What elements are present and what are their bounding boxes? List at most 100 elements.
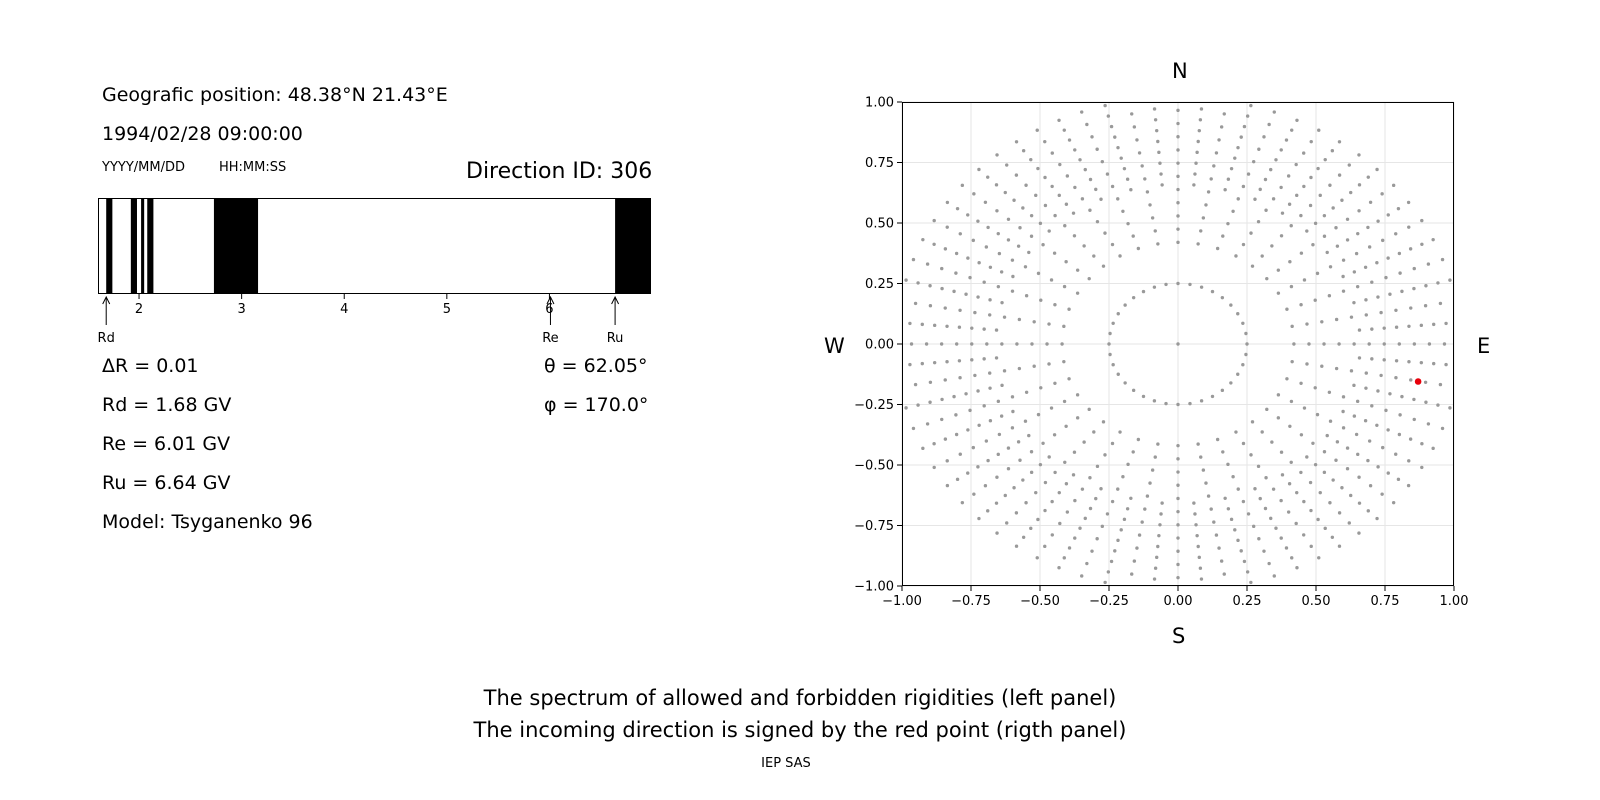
- direction-point: [1375, 423, 1379, 428]
- direction-point: [1036, 271, 1041, 276]
- direction-point: [1309, 139, 1313, 144]
- direction-point: [1201, 468, 1206, 472]
- direction-point: [925, 422, 930, 426]
- direction-point: [1011, 409, 1015, 414]
- direction-point: [1024, 183, 1028, 187]
- direction-point: [1099, 487, 1103, 491]
- direction-point: [1057, 193, 1061, 198]
- direction-point: [1307, 342, 1311, 346]
- direction-point: [1157, 150, 1161, 155]
- direction-point: [1272, 110, 1276, 114]
- direction-point: [1263, 506, 1268, 511]
- direction-points: [904, 103, 1452, 585]
- direction-point: [1011, 274, 1015, 279]
- direction-point: [1349, 315, 1354, 319]
- direction-point: [1095, 147, 1099, 151]
- direction-point: [1087, 407, 1091, 412]
- direction-point: [1212, 164, 1216, 168]
- x-tick-label: −0.75: [951, 594, 991, 609]
- direction-point: [1290, 128, 1294, 132]
- direction-point: [1041, 243, 1045, 247]
- caption-line-1: The spectrum of allowed and forbidden ri…: [483, 686, 1117, 710]
- direction-point: [1057, 490, 1061, 495]
- x-tick-label: 0.25: [1233, 594, 1262, 609]
- direction-point: [1071, 211, 1076, 215]
- direction-point: [1209, 507, 1213, 511]
- direction-point: [986, 225, 990, 230]
- direction-point: [1431, 237, 1435, 242]
- direction-point: [1217, 546, 1221, 550]
- direction-point: [1006, 238, 1011, 242]
- direction-point: [995, 531, 999, 535]
- direction-point: [1226, 177, 1231, 181]
- direction-point: [1245, 342, 1249, 346]
- direction-point: [1419, 323, 1424, 328]
- direction-point: [1322, 234, 1327, 238]
- direction-point: [1052, 433, 1057, 437]
- direction-point: [960, 183, 965, 188]
- direction-point: [1241, 441, 1246, 446]
- direction-point: [1341, 289, 1346, 293]
- direction-point: [1103, 231, 1107, 235]
- direction-point: [1164, 401, 1168, 406]
- direction-point: [940, 417, 944, 422]
- direction-point: [1397, 251, 1402, 256]
- direction-point: [1188, 282, 1192, 287]
- direction-point: [1299, 251, 1304, 255]
- direction-point: [1113, 135, 1117, 139]
- direction-point: [971, 238, 976, 243]
- direction-point: [1145, 494, 1150, 498]
- direction-point: [1226, 221, 1230, 226]
- direction-point: [1250, 420, 1255, 424]
- direction-point: [1196, 442, 1200, 446]
- direction-point: [1176, 549, 1180, 553]
- direction-point: [1158, 161, 1162, 165]
- direction-point: [1095, 464, 1100, 469]
- direction-point: [1047, 229, 1051, 233]
- direction-point: [928, 284, 932, 288]
- direction-point: [1039, 298, 1043, 302]
- direction-point: [1323, 526, 1327, 531]
- marker-arrowhead: [546, 295, 555, 305]
- direction-point: [1100, 524, 1105, 529]
- direction-point: [1357, 209, 1361, 213]
- direction-point: [1305, 322, 1309, 326]
- direction-point: [1150, 468, 1155, 472]
- direction-point: [921, 446, 925, 451]
- direction-point: [973, 373, 977, 378]
- direction-point: [1263, 177, 1268, 182]
- direction-point: [1157, 533, 1161, 538]
- direction-point: [921, 237, 925, 242]
- direction-point: [1131, 450, 1135, 454]
- direction-point: [1113, 549, 1117, 553]
- direction-point: [1078, 526, 1082, 530]
- direction-point: [1152, 577, 1157, 581]
- direction-point: [1063, 223, 1067, 228]
- direction-point: [1345, 467, 1350, 471]
- direction-point: [1229, 166, 1234, 171]
- direction-point: [986, 509, 990, 513]
- direction-point: [966, 256, 970, 260]
- direction-point: [1085, 561, 1089, 566]
- direction-point: [1267, 122, 1271, 127]
- direction-point: [1391, 500, 1396, 505]
- direction-point: [1000, 342, 1004, 346]
- direction-point: [1367, 342, 1371, 346]
- direction-point: [1047, 362, 1051, 366]
- direction-point: [1288, 259, 1292, 264]
- direction-point: [1318, 193, 1322, 198]
- direction-point: [1176, 443, 1180, 448]
- direction-point: [1244, 352, 1248, 357]
- marker-arrowhead: [611, 295, 620, 305]
- direction-point: [1256, 219, 1261, 224]
- direction-point: [1345, 217, 1350, 221]
- direction-point: [1386, 256, 1390, 260]
- direction-point: [1119, 156, 1123, 160]
- direction-point: [1436, 403, 1440, 407]
- direction-point: [977, 516, 981, 521]
- direction-point: [1337, 173, 1342, 177]
- direction-point: [1003, 190, 1007, 195]
- direction-point: [1349, 493, 1353, 498]
- direction-point: [1279, 148, 1283, 152]
- forbidden-band-0: [106, 198, 113, 294]
